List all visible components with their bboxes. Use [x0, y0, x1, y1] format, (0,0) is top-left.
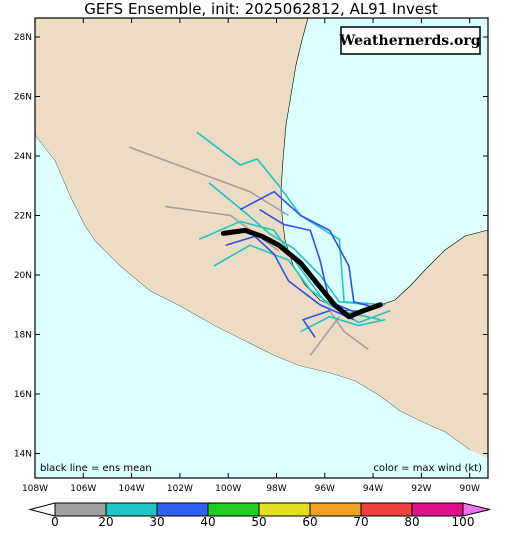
ensemble-track — [301, 309, 330, 338]
lat-label: 24N — [14, 152, 32, 162]
lon-label: 96W — [315, 484, 335, 494]
lat-label: 28N — [14, 33, 32, 43]
lat-label: 20N — [14, 271, 32, 281]
lat-label: 14N — [14, 450, 32, 460]
colorbar-label: 0 — [51, 515, 59, 529]
ensemble-track — [196, 131, 386, 306]
colorbar-label: 40 — [200, 515, 215, 529]
lat-label: 22N — [14, 212, 32, 222]
ensemble-track — [208, 182, 369, 306]
lon-label: 100W — [215, 484, 241, 494]
ensemble-track — [198, 220, 391, 324]
ensemble-track — [128, 146, 289, 217]
ocean-corner — [35, 135, 488, 478]
legend-right: color = max wind (kt) — [373, 463, 482, 474]
colorbar-label: 60 — [302, 515, 317, 529]
legend-left: black line = ens mean — [40, 463, 152, 474]
lon-label: 90W — [460, 484, 480, 494]
ensemble-track — [225, 235, 355, 321]
title: GEFS Ensemble, init: 2025062812, AL91 In… — [84, 0, 438, 18]
colorbar-label: 70 — [353, 515, 368, 529]
colorbar-label: 50 — [251, 515, 266, 529]
lon-label: 98W — [266, 484, 286, 494]
lat-label: 26N — [14, 93, 32, 103]
lon-label: 94W — [363, 484, 383, 494]
colorbar-segment — [411, 502, 464, 517]
mean-track — [220, 227, 383, 320]
lat-label: 18N — [14, 331, 32, 341]
lon-label: 104W — [119, 484, 145, 494]
colorbar-label: 30 — [149, 515, 164, 529]
logo-box — [340, 26, 481, 55]
colorbar-label: 80 — [404, 515, 419, 529]
lon-label: 108W — [22, 484, 48, 494]
frame — [34, 17, 489, 479]
lon-label: 92W — [411, 484, 431, 494]
lat-label: 16N — [14, 390, 32, 400]
colorbar-label: 20 — [98, 515, 113, 529]
lon-label: 102W — [167, 484, 193, 494]
lon-label: 106W — [70, 484, 96, 494]
ensemble-track — [239, 190, 376, 309]
logo: Weathernerds.org — [339, 33, 481, 49]
ensemble-track — [309, 316, 340, 356]
ensemble-track — [300, 315, 386, 333]
colorbar-label: 100 — [452, 515, 475, 529]
